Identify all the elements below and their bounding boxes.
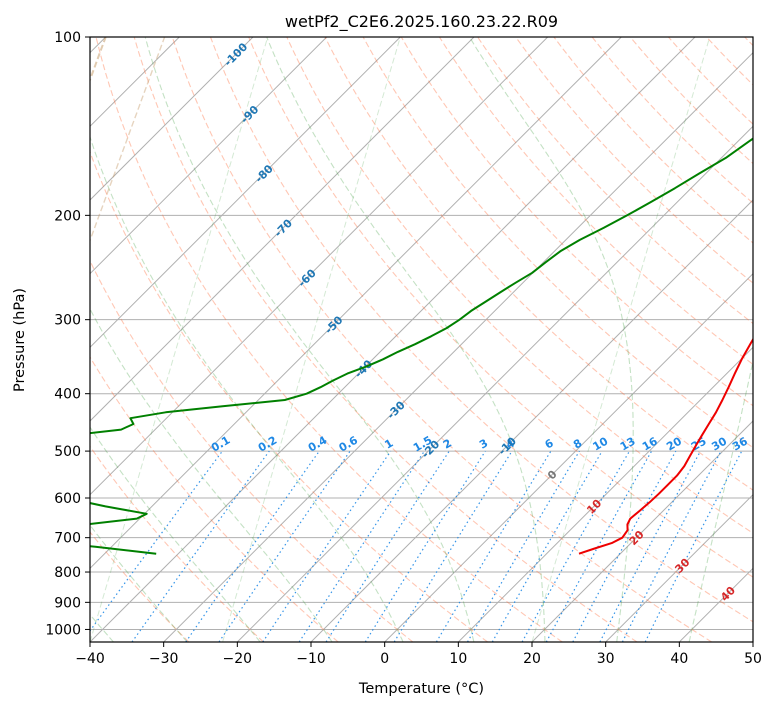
- y-tick-label: 700: [54, 531, 81, 547]
- y-tick-label: 1000: [45, 622, 81, 638]
- y-tick-label: 800: [54, 565, 81, 581]
- x-tick-label: 0: [380, 651, 389, 667]
- y-tick-label: 900: [54, 595, 81, 611]
- y-axis-title: Pressure (hPa): [12, 288, 28, 392]
- x-tick-label: −20: [223, 651, 253, 667]
- x-tick-label: −30: [149, 651, 179, 667]
- chart-title: wetPf2_C2E6.2025.160.23.22.R09: [285, 12, 558, 32]
- y-tick-label: 300: [54, 313, 81, 329]
- y-tick-label: 100: [54, 30, 81, 46]
- x-tick-label: −10: [296, 651, 326, 667]
- y-tick-label: 400: [54, 387, 81, 403]
- y-tick-label: 500: [54, 444, 81, 460]
- x-tick-label: 20: [523, 651, 541, 667]
- x-tick-label: −40: [75, 651, 105, 667]
- y-tick-label: 200: [54, 208, 81, 224]
- x-tick-label: 30: [597, 651, 615, 667]
- y-tick-label: 600: [54, 491, 81, 507]
- x-tick-label: 50: [744, 651, 762, 667]
- x-axis-title: Temperature (°C): [358, 681, 484, 697]
- x-tick-label: 10: [449, 651, 467, 667]
- x-tick-label: 40: [670, 651, 688, 667]
